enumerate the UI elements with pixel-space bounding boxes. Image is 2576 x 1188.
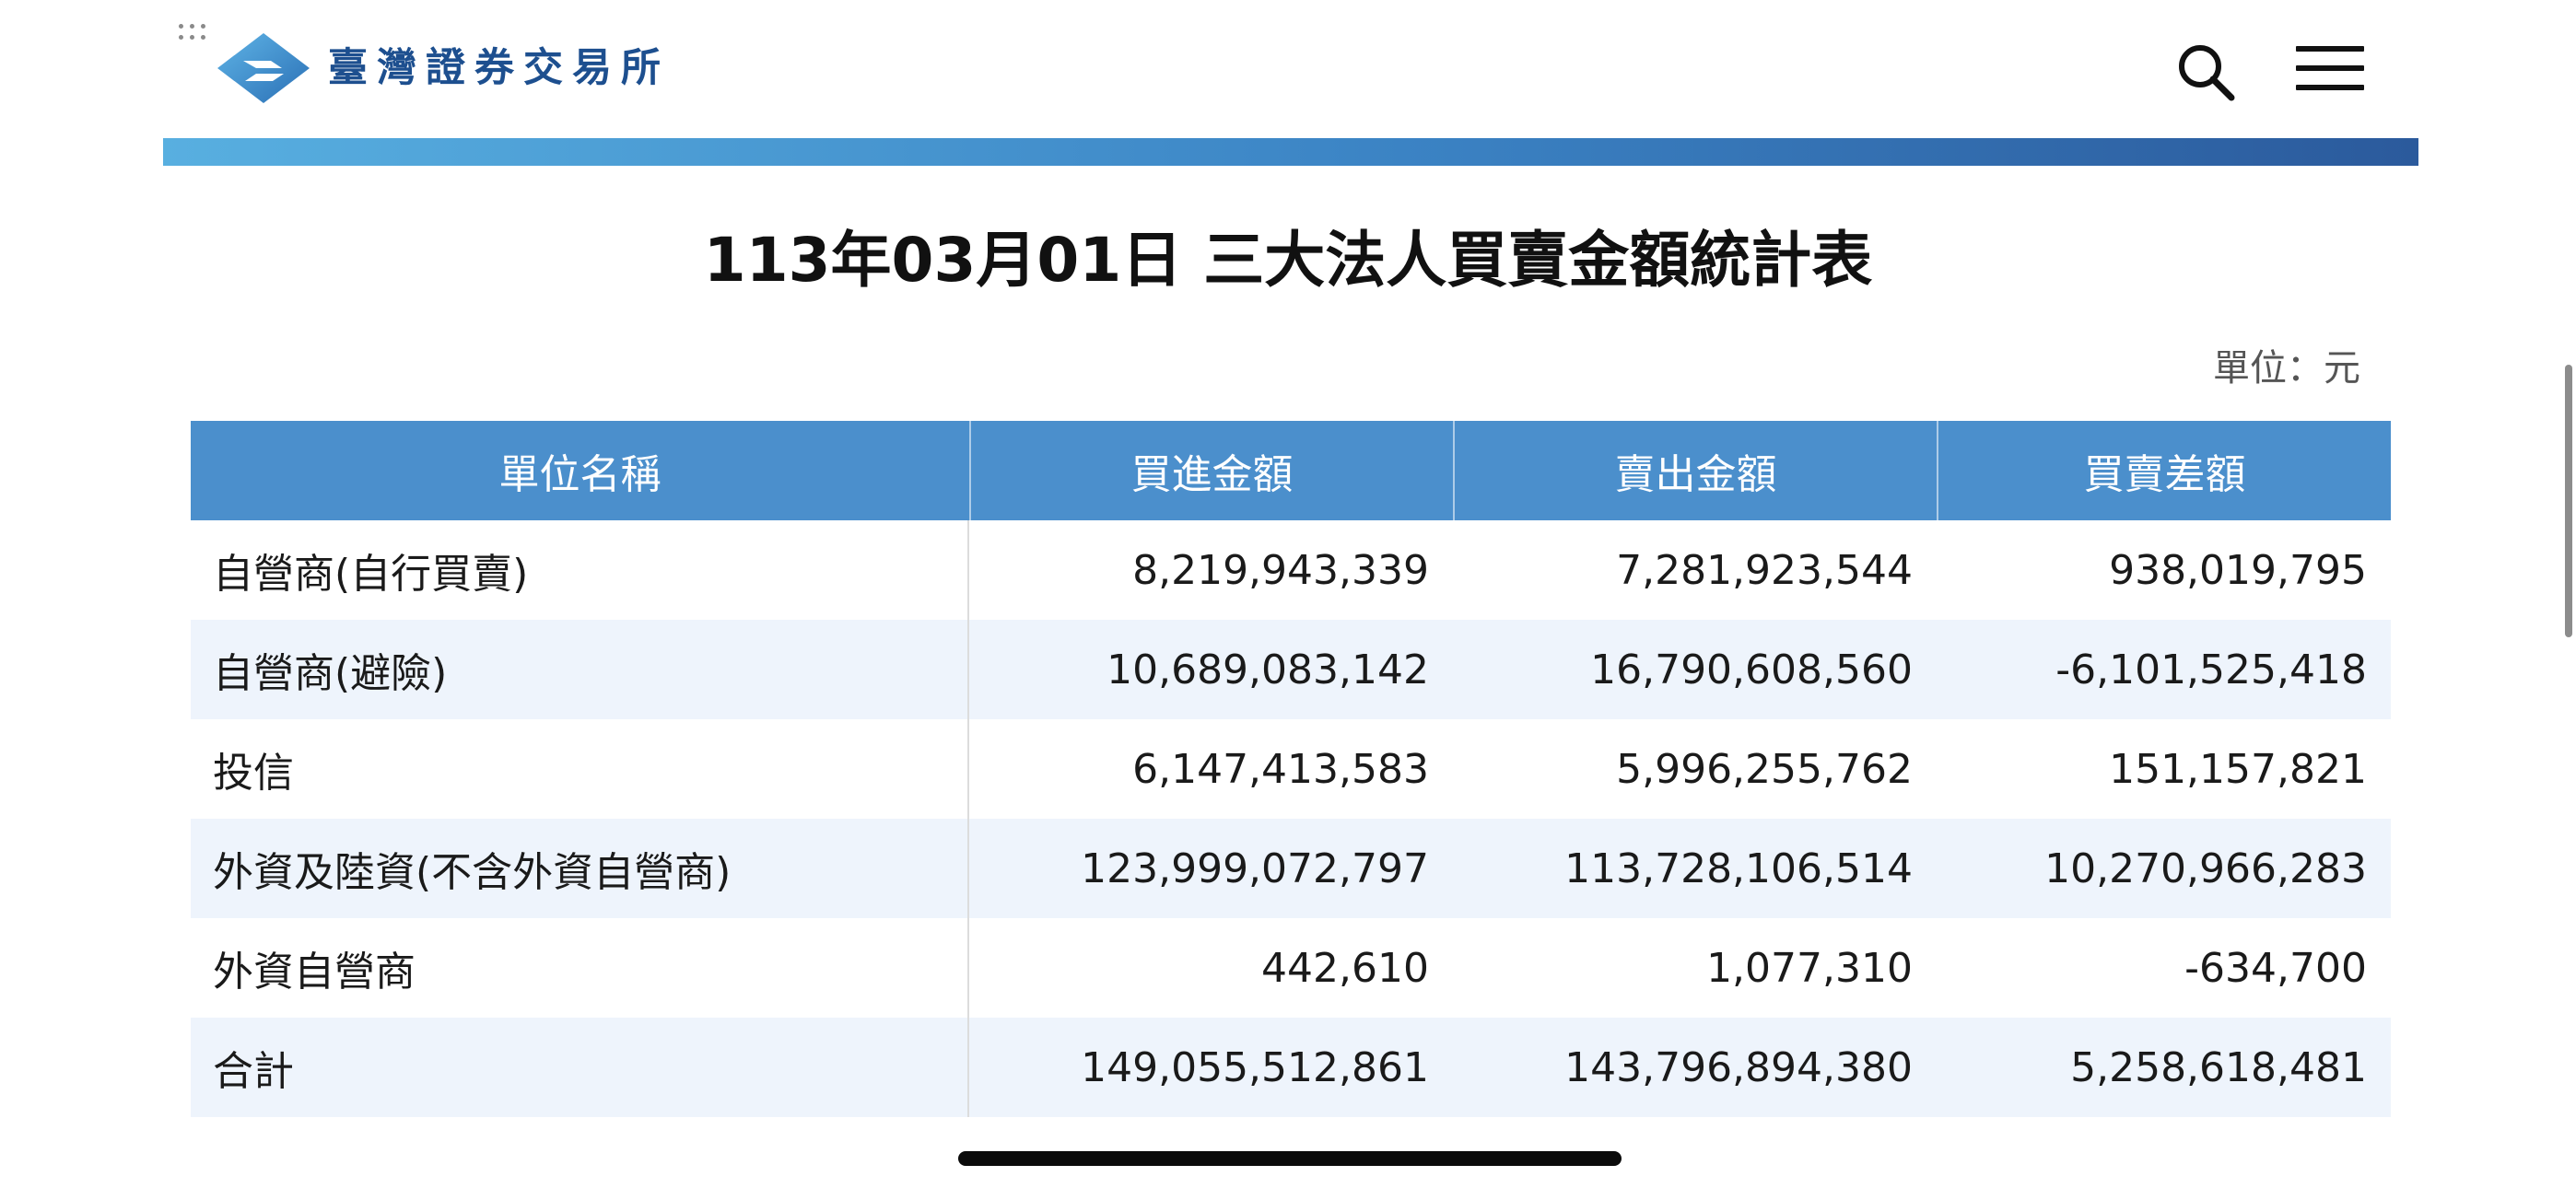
brand-name: 臺灣證券交易所 — [328, 45, 670, 91]
table-row: 自營商(避險) 10,689,083,142 16,790,608,560 -6… — [191, 620, 2391, 719]
row-label: 外資及陸資(不含外資自營商) — [191, 819, 969, 918]
buy-amount: 123,999,072,797 — [1081, 844, 1429, 892]
net-amount: -634,700 — [2184, 944, 2367, 992]
vertical-scrollbar[interactable] — [2565, 365, 2572, 637]
unit-note: 單位：元 — [2213, 347, 2360, 390]
table-header-row: 單位名稱 買進金額 賣出金額 買賣差額 — [191, 421, 2391, 520]
institutional-trading-table: 單位名稱 買進金額 賣出金額 買賣差額 自營商(自行買賣) 8,219,943,… — [191, 421, 2391, 1117]
net-amount: 151,157,821 — [2109, 745, 2367, 793]
buy-amount: 8,219,943,339 — [1132, 546, 1429, 594]
sell-amount: 7,281,923,544 — [1616, 546, 1913, 594]
table-row: 外資及陸資(不含外資自營商) 123,999,072,797 113,728,1… — [191, 819, 2391, 918]
net-amount: 938,019,795 — [2109, 546, 2367, 594]
row-label: 外資自營商 — [191, 918, 969, 1018]
row-label: 投信 — [191, 719, 969, 819]
table-row: 外資自營商 442,610 1,077,310 -634,700 — [191, 918, 2391, 1018]
column-header-sell-amount: 賣出金額 — [1453, 421, 1937, 520]
hamburger-menu-icon[interactable] — [2296, 46, 2364, 92]
search-icon[interactable] — [2176, 42, 2235, 101]
column-header-unit-name: 單位名稱 — [498, 451, 662, 498]
table-row: 投信 6,147,413,583 5,996,255,762 151,157,8… — [191, 719, 2391, 819]
net-amount: 5,258,618,481 — [2070, 1043, 2367, 1091]
sell-amount: 113,728,106,514 — [1564, 844, 1913, 892]
sell-amount: 5,996,255,762 — [1616, 745, 1913, 793]
app-grid-icon — [179, 24, 212, 50]
header-accent-bar — [163, 138, 2418, 166]
sell-amount: 16,790,608,560 — [1590, 646, 1913, 693]
table-row: 自營商(自行買賣) 8,219,943,339 7,281,923,544 93… — [191, 520, 2391, 620]
row-label: 自營商(避險) — [191, 620, 969, 719]
buy-amount: 10,689,083,142 — [1107, 646, 1429, 693]
row-label: 合計 — [191, 1018, 969, 1117]
sell-amount: 1,077,310 — [1706, 944, 1913, 992]
net-amount: -6,101,525,418 — [2055, 646, 2367, 693]
twse-logo-icon — [217, 33, 310, 103]
sell-amount: 143,796,894,380 — [1564, 1043, 1913, 1091]
buy-amount: 149,055,512,861 — [1081, 1043, 1429, 1091]
column-header-net-amount: 買賣差額 — [1937, 421, 2391, 520]
column-header-buy-amount: 買進金額 — [969, 421, 1453, 520]
page-title: 113年03月01日 三大法人買賣金額統計表 — [703, 225, 1873, 296]
home-indicator[interactable] — [958, 1151, 1622, 1166]
table-row-total: 合計 149,055,512,861 143,796,894,380 5,258… — [191, 1018, 2391, 1117]
buy-amount: 6,147,413,583 — [1132, 745, 1429, 793]
buy-amount: 442,610 — [1261, 944, 1429, 992]
net-amount: 10,270,966,283 — [2044, 844, 2367, 892]
row-label: 自營商(自行買賣) — [191, 520, 969, 620]
